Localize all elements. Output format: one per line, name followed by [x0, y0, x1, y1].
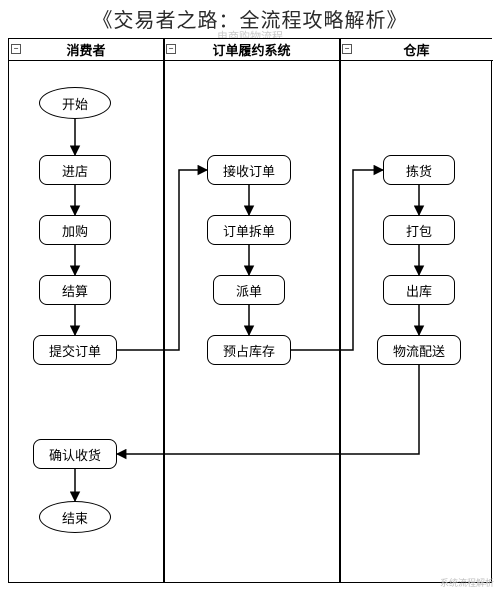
node-ship: 物流配送	[377, 335, 461, 365]
node-start: 开始	[39, 87, 111, 119]
lane-divider	[163, 39, 165, 582]
collapse-icon[interactable]: −	[166, 44, 176, 54]
watermark: 系统流程解析	[440, 576, 494, 589]
swimlane-frame: 消费者−订单履约系统−仓库− 开始进店加购结算提交订单确认收货结束 接收订单订单拆单…	[8, 38, 492, 583]
node-confirm: 确认收货	[33, 439, 117, 469]
collapse-icon[interactable]: −	[11, 44, 21, 54]
collapse-icon[interactable]: −	[342, 44, 352, 54]
node-dispatch: 派单	[213, 275, 285, 305]
node-submit: 提交订单	[33, 335, 117, 365]
node-end: 结束	[39, 501, 111, 533]
diagram-canvas: 《交易者之路：全流程攻略解析》 电商购物流程 消费者−订单履约系统−仓库−开始进…	[0, 0, 500, 591]
edge-submit-recv	[117, 170, 207, 350]
node-split: 订单拆单	[207, 215, 291, 245]
node-pack: 打包	[383, 215, 455, 245]
node-addcart: 加购	[39, 215, 111, 245]
node-reserve: 预占库存	[207, 335, 291, 365]
lane-header-consumer: 消费者−	[9, 39, 163, 61]
lane-header-fulfil: 订单履约系统−	[163, 39, 339, 61]
node-pick: 拣货	[383, 155, 455, 185]
node-settle: 结算	[39, 275, 111, 305]
lane-header-wh: 仓库−	[339, 39, 493, 61]
node-out: 出库	[383, 275, 455, 305]
node-recv: 接收订单	[207, 155, 291, 185]
edge-reserve-pick	[291, 170, 383, 350]
lane-divider	[339, 39, 341, 582]
node-enter: 进店	[39, 155, 111, 185]
